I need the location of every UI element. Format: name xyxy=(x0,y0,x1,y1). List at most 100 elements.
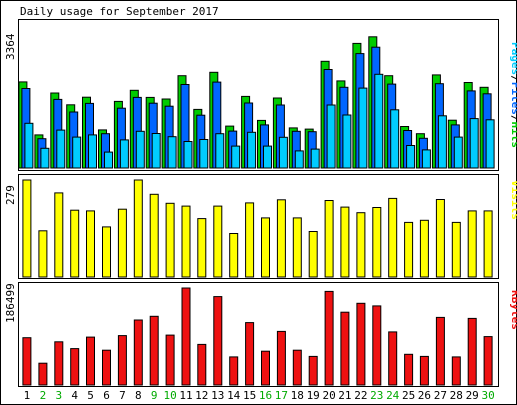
kbytes-legend: KBytes xyxy=(509,290,517,330)
kbytes-bar xyxy=(419,355,429,386)
x-tick-label: 25 xyxy=(402,389,415,402)
kbytes-bars xyxy=(22,287,493,386)
kbytes-bar xyxy=(261,350,270,386)
x-tick-label: 12 xyxy=(195,389,208,402)
pages-bar xyxy=(119,139,129,169)
visits-bar xyxy=(165,202,175,278)
visits-bar xyxy=(419,219,429,278)
visits-bar xyxy=(483,210,493,278)
kbytes-panel-frame xyxy=(18,282,499,387)
pages-bar xyxy=(88,134,97,169)
x-tick-label: 22 xyxy=(354,389,367,402)
x-tick-label: 28 xyxy=(450,389,463,402)
usage-panel: 3364 Pages/Files/Hits xyxy=(4,19,517,171)
kbytes-bar xyxy=(467,317,477,386)
x-tick-label: 26 xyxy=(418,389,431,402)
kbytes-bar xyxy=(356,302,366,386)
pages-bar xyxy=(310,148,320,169)
x-tick-label: 24 xyxy=(386,389,400,402)
x-tick-label: 3 xyxy=(55,389,62,402)
kbytes-panel: 186499 KBytes xyxy=(4,282,517,387)
pages-bar xyxy=(294,150,304,169)
x-tick-label: 21 xyxy=(338,389,351,402)
legend-pages: Pages xyxy=(509,42,517,75)
x-tick-label: 29 xyxy=(466,389,479,402)
legend-visits: Visits xyxy=(509,180,517,220)
kbytes-bar xyxy=(324,290,334,386)
visits-bar xyxy=(276,199,286,278)
x-tick-label: 30 xyxy=(481,389,494,402)
pages-bar xyxy=(485,119,495,169)
visits-bar xyxy=(261,217,270,278)
pages-bar xyxy=(56,129,66,169)
usage-legend: Pages/Files/Hits xyxy=(509,42,517,148)
x-tick-label: 18 xyxy=(291,389,304,402)
visits-bar xyxy=(245,202,255,278)
pages-bar xyxy=(437,115,447,169)
pages-bar xyxy=(231,145,241,169)
visits-bar xyxy=(435,199,445,278)
pages-bar xyxy=(151,133,161,169)
pages-bar xyxy=(278,136,288,169)
visits-bar xyxy=(133,179,143,278)
pages-bar xyxy=(215,133,225,169)
visits-legend: Visits xyxy=(509,180,517,220)
visits-bar xyxy=(388,197,398,278)
x-tick-label: 2 xyxy=(40,389,47,402)
visits-bar xyxy=(372,207,382,278)
x-tick-label: 17 xyxy=(275,389,288,402)
kbytes-bar xyxy=(451,356,461,386)
visits-panel: 279 Visits xyxy=(4,174,517,279)
pages-bar xyxy=(247,131,257,169)
pages-bar xyxy=(469,118,479,169)
visits-bar xyxy=(229,233,239,278)
kbytes-bar xyxy=(22,337,32,386)
visits-bar xyxy=(451,221,461,278)
x-tick-label: 14 xyxy=(227,389,241,402)
visits-bar xyxy=(467,210,477,278)
pages-bar xyxy=(72,136,82,169)
visits-bar xyxy=(292,217,302,278)
visits-bar xyxy=(117,208,127,278)
kbytes-bar xyxy=(70,348,80,386)
kbytes-bar xyxy=(372,305,382,386)
kbytes-bar xyxy=(340,311,350,386)
visits-bar xyxy=(324,200,334,278)
kbytes-bar xyxy=(165,334,175,386)
visits-bar xyxy=(181,205,191,278)
kbytes-bar xyxy=(38,362,48,386)
x-tick-label: 8 xyxy=(135,389,142,402)
kbytes-bar xyxy=(435,316,445,386)
visits-bar xyxy=(102,226,111,278)
kbytes-bar xyxy=(308,355,318,386)
kbytes-bar xyxy=(117,335,127,386)
kbytes-bar xyxy=(86,336,95,386)
x-tick-label: 16 xyxy=(259,389,272,402)
kbytes-bar xyxy=(292,349,302,386)
kbytes-bar xyxy=(213,296,223,386)
x-tick-label: 13 xyxy=(211,389,224,402)
x-axis-day-labels: 1 2 3 4 5 6 7 8 9 10 11 12 13 14 15 16 17 18 19 20 21 22 23 24 2… xyxy=(24,389,495,402)
kbytes-bar xyxy=(483,336,493,386)
pages-bar xyxy=(326,104,336,169)
pages-bar xyxy=(406,145,416,169)
x-tick-label: 23 xyxy=(370,389,383,402)
pages-bar xyxy=(358,87,368,169)
visits-bars xyxy=(22,179,493,278)
x-tick-label: 1 xyxy=(24,389,31,402)
kbytes-bar xyxy=(102,349,111,386)
visits-bar xyxy=(86,210,95,278)
pages-bar xyxy=(104,151,113,169)
pages-bar xyxy=(183,141,193,169)
visits-bar xyxy=(54,192,64,278)
visits-bar xyxy=(340,206,350,278)
kbytes-bar xyxy=(54,341,64,386)
pages-bar xyxy=(390,109,400,169)
x-tick-label: 6 xyxy=(103,389,110,402)
usage-bars xyxy=(18,36,495,169)
pages-bar xyxy=(135,130,145,169)
x-tick-label: 10 xyxy=(163,389,176,402)
legend-slash-2: / xyxy=(509,115,517,122)
